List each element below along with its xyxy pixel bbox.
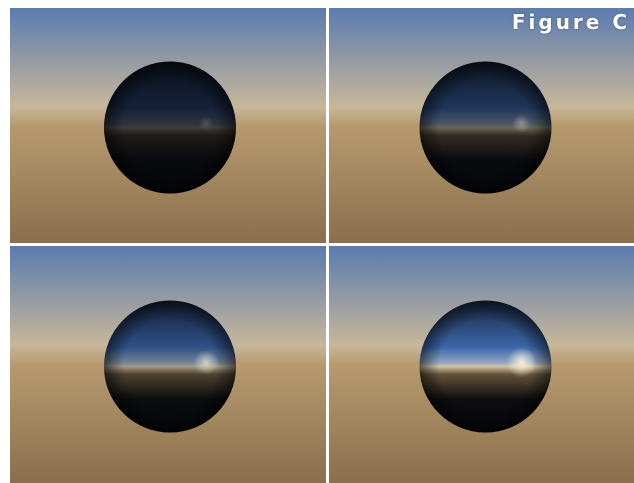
figure-label: Figure C xyxy=(511,10,630,34)
panel-top-left xyxy=(10,8,326,243)
figure-grid xyxy=(10,8,634,483)
sphere-rim-shading xyxy=(104,300,236,433)
panel-bottom-left-image xyxy=(10,246,326,483)
panel-top-right xyxy=(329,8,634,243)
sun-highlight xyxy=(512,114,531,133)
sun-highlight xyxy=(198,116,214,131)
sun-highlight xyxy=(193,350,219,375)
sphere-rim-shading xyxy=(419,300,552,433)
panel-bottom-left xyxy=(10,246,326,483)
sphere-rim-shading xyxy=(419,61,552,194)
panel-bottom-right xyxy=(329,246,634,483)
sun-highlight xyxy=(506,347,537,378)
panel-bottom-right-image xyxy=(329,246,634,483)
sphere-rim-shading xyxy=(104,61,236,194)
panel-top-right-image xyxy=(329,8,634,243)
panel-top-left-image xyxy=(10,8,326,243)
